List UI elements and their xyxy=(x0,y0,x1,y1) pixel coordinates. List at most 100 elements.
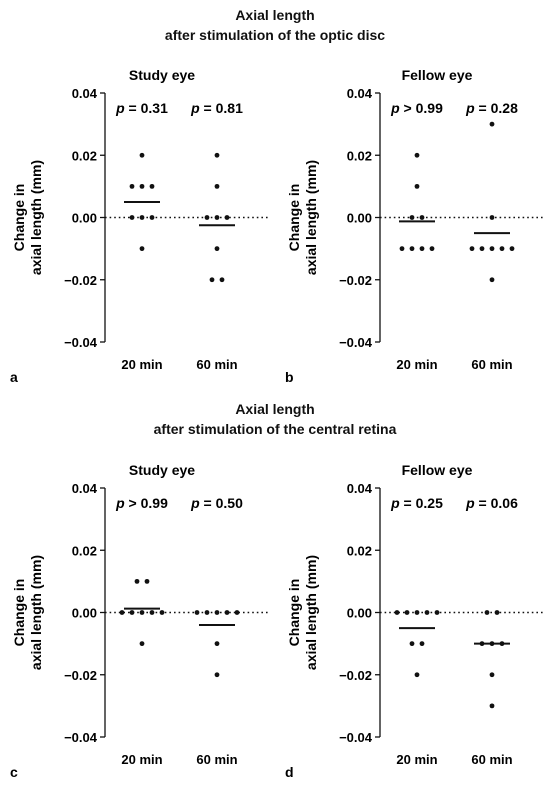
data-point xyxy=(129,215,135,220)
y-tick-label: 0.00 xyxy=(72,211,97,226)
data-point xyxy=(129,183,135,189)
panel-letter: a xyxy=(10,369,18,385)
data-point xyxy=(194,610,200,615)
data-point xyxy=(494,610,500,615)
data-point xyxy=(489,121,495,127)
y-tick-label: −0.04 xyxy=(64,335,98,350)
data-point xyxy=(429,246,435,252)
panel-title: Fellow eye xyxy=(402,462,473,478)
data-point xyxy=(139,183,145,189)
data-point xyxy=(204,215,210,220)
data-point xyxy=(419,641,425,647)
x-category-label: 20 min xyxy=(396,752,437,767)
data-point xyxy=(419,215,425,220)
y-tick-label: −0.04 xyxy=(339,335,373,350)
section-title-line1: Axial length xyxy=(235,401,315,417)
y-tick-label: 0.04 xyxy=(347,481,373,496)
y-tick-label: 0.04 xyxy=(72,481,98,496)
y-tick-label: −0.02 xyxy=(339,273,372,288)
data-point xyxy=(129,610,135,615)
data-point xyxy=(214,672,220,678)
y-axis-label-line1: Change in xyxy=(11,579,27,647)
data-point xyxy=(204,610,210,615)
x-category-label: 60 min xyxy=(196,357,237,372)
data-point xyxy=(139,215,145,220)
panel-title: Fellow eye xyxy=(402,67,473,83)
p-value-label: p = 0.06 xyxy=(465,495,518,511)
data-point xyxy=(139,610,145,615)
data-point xyxy=(479,246,485,252)
chart-panel-d: Fellow eye Change in axial length (mm) 0.04… xyxy=(285,462,545,780)
data-point xyxy=(424,610,430,615)
y-tick-label: 0.00 xyxy=(347,606,372,621)
section-title-line2: after stimulation of the optic disc xyxy=(164,27,386,43)
y-tick-label: 0.00 xyxy=(72,606,97,621)
section-title-line1: Axial length xyxy=(235,7,315,23)
data-point xyxy=(409,215,415,220)
data-point xyxy=(144,578,150,584)
p-value-label: p = 0.50 xyxy=(190,495,243,511)
data-point xyxy=(134,578,140,584)
data-point xyxy=(219,277,225,283)
data-point xyxy=(469,246,475,252)
data-point xyxy=(484,610,490,615)
y-tick-label: 0.04 xyxy=(347,86,373,101)
section-title-top: Axial length after stimulation of the op… xyxy=(0,5,550,45)
data-point xyxy=(214,183,220,189)
data-point xyxy=(149,610,155,615)
data-point xyxy=(119,610,125,615)
y-tick-label: 0.02 xyxy=(347,148,372,163)
data-point xyxy=(394,610,400,615)
data-point xyxy=(499,246,505,252)
y-tick-label: −0.04 xyxy=(339,730,373,745)
panel-title: Study eye xyxy=(129,67,195,83)
y-axis-label-line1: Change in xyxy=(286,579,302,647)
data-point xyxy=(414,183,420,189)
data-point xyxy=(209,277,215,283)
data-point xyxy=(234,610,240,615)
data-point xyxy=(434,610,440,615)
panel-letter: b xyxy=(285,369,294,385)
data-point xyxy=(489,672,495,678)
data-point xyxy=(414,672,420,678)
data-point xyxy=(409,246,415,252)
y-axis-label-line2: axial length (mm) xyxy=(303,160,319,275)
data-point xyxy=(409,641,415,647)
data-point xyxy=(214,641,220,647)
y-tick-label: −0.02 xyxy=(339,668,372,683)
data-point xyxy=(489,215,495,220)
chart-panel-c: Study eye Change in axial length (mm) 0.04 0… xyxy=(10,462,270,780)
y-tick-label: 0.02 xyxy=(72,543,97,558)
data-point xyxy=(214,610,220,615)
panel-letter: d xyxy=(285,764,294,780)
x-category-label: 20 min xyxy=(396,357,437,372)
data-point xyxy=(149,183,155,189)
p-value-label: p = 0.25 xyxy=(390,495,443,511)
data-point xyxy=(214,246,220,252)
data-point xyxy=(399,246,405,252)
p-value-label: p = 0.81 xyxy=(190,100,243,116)
p-value-label: p > 0.99 xyxy=(115,495,168,511)
y-tick-label: −0.02 xyxy=(64,273,97,288)
data-point xyxy=(509,246,515,252)
data-point xyxy=(489,246,495,252)
p-value-label: p > 0.99 xyxy=(390,100,443,116)
data-point xyxy=(489,703,495,709)
data-point xyxy=(149,215,155,220)
panel-title: Study eye xyxy=(129,462,195,478)
chart-panel-b: Fellow eye Change in axial length (mm) 0.04… xyxy=(285,67,545,385)
chart-panel-a: Study eye Change in axial length (mm) 0.04 0… xyxy=(10,67,270,385)
y-tick-label: 0.02 xyxy=(72,148,97,163)
y-tick-label: 0.04 xyxy=(72,86,98,101)
y-tick-label: 0.00 xyxy=(347,211,372,226)
panel-letter: c xyxy=(10,764,18,780)
y-tick-label: 0.02 xyxy=(347,543,372,558)
x-category-label: 60 min xyxy=(196,752,237,767)
data-point xyxy=(139,641,145,647)
y-axis-label-line1: Change in xyxy=(11,184,27,252)
p-value-label: p = 0.31 xyxy=(115,100,168,116)
y-axis-label-line2: axial length (mm) xyxy=(303,555,319,670)
data-point xyxy=(214,215,220,220)
data-point xyxy=(489,277,495,283)
section-title-line2: after stimulation of the central retina xyxy=(153,421,397,437)
